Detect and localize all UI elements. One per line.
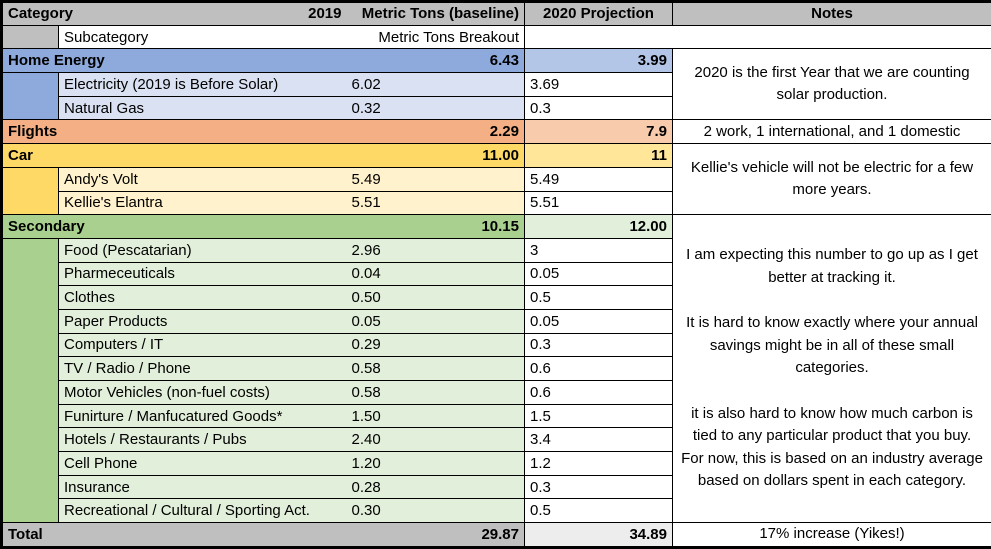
cell-secondary-gutter[interactable]: [2, 238, 59, 522]
cell-subcategory-header[interactable]: Subcategory: [59, 25, 347, 49]
cell-secondary-note[interactable]: I am expecting this number to go up as I…: [673, 215, 991, 523]
total-label: Total: [8, 526, 43, 543]
cell-tv-radio-phone-label[interactable]: TV / Radio / Phone: [59, 357, 347, 381]
cell-natural-gas-baseline[interactable]: 0.32: [347, 96, 525, 120]
cell-flights-title[interactable]: Flights 2.29: [2, 120, 525, 144]
cell-insurance-baseline[interactable]: 0.28: [347, 475, 525, 499]
car-label: Car: [8, 147, 33, 164]
cell-secondary-title[interactable]: Secondary 10.15: [2, 215, 525, 239]
cell-natural-gas-label[interactable]: Natural Gas: [59, 96, 347, 120]
cell-paper-products-label[interactable]: Paper Products: [59, 309, 347, 333]
cell-pharmeceuticals-label[interactable]: Pharmeceuticals: [59, 262, 347, 286]
cell-hotels-label[interactable]: Hotels / Restaurants / Pubs: [59, 428, 347, 452]
secondary-note-paragraph-2: It is hard to know exactly where your an…: [681, 312, 983, 380]
cell-insurance-label[interactable]: Insurance: [59, 475, 347, 499]
cell-cell-phone-projection[interactable]: 1.2: [525, 452, 673, 476]
cell-car-note[interactable]: Kellie's vehicle will not be electric fo…: [673, 144, 991, 215]
secondary-label: Secondary: [8, 218, 85, 235]
cell-breakout-header[interactable]: Metric Tons Breakout: [347, 25, 525, 49]
cell-clothes-baseline[interactable]: 0.50: [347, 286, 525, 310]
secondary-baseline-total: 10.15: [481, 218, 519, 235]
cell-natural-gas-projection[interactable]: 0.3: [525, 96, 673, 120]
secondary-note-paragraph-3: it is also hard to know how much carbon …: [681, 403, 983, 493]
section-row-flights: Flights 2.29 7.9 2 work, 1 international…: [2, 120, 991, 144]
cell-kellies-elantra-label[interactable]: Kellie's Elantra: [59, 191, 347, 215]
cell-total-title[interactable]: Total 29.87: [2, 523, 525, 548]
cell-andys-volt-baseline[interactable]: 5.49: [347, 167, 525, 191]
category-header-label: Category: [8, 5, 73, 22]
cell-motor-vehicles-label[interactable]: Motor Vehicles (non-fuel costs): [59, 381, 347, 405]
cell-furniture-baseline[interactable]: 1.50: [347, 404, 525, 428]
cell-electricity-label[interactable]: Electricity (2019 is Before Solar): [59, 73, 347, 97]
cell-electricity-projection[interactable]: 3.69: [525, 73, 673, 97]
cell-tv-radio-phone-baseline[interactable]: 0.58: [347, 357, 525, 381]
cell-andys-volt-projection[interactable]: 5.49: [525, 167, 673, 191]
cell-hotels-baseline[interactable]: 2.40: [347, 428, 525, 452]
cell-recreational-label[interactable]: Recreational / Cultural / Sporting Act.: [59, 499, 347, 523]
cell-computers-it-baseline[interactable]: 0.29: [347, 333, 525, 357]
cell-furniture-label[interactable]: Funirture / Manfucatured Goods*: [59, 404, 347, 428]
cell-cell-phone-baseline[interactable]: 1.20: [347, 452, 525, 476]
cell-total-projection[interactable]: 34.89: [525, 523, 673, 548]
cell-home-energy-projection[interactable]: 3.99: [525, 49, 673, 73]
car-baseline-total: 11.00: [482, 147, 519, 164]
cell-cell-phone-label[interactable]: Cell Phone: [59, 452, 347, 476]
cell-flights-note[interactable]: 2 work, 1 international, and 1 domestic: [673, 120, 991, 144]
cell-pharmeceuticals-baseline[interactable]: 0.04: [347, 262, 525, 286]
cell-kellies-elantra-projection[interactable]: 5.51: [525, 191, 673, 215]
cell-car-gutter[interactable]: [2, 167, 59, 214]
cell-header-projection[interactable]: 2020 Projection: [525, 2, 673, 26]
home-energy-baseline-total: 6.43: [490, 52, 519, 69]
cell-food-projection[interactable]: 3: [525, 238, 673, 262]
cell-kellies-elantra-baseline[interactable]: 5.51: [347, 191, 525, 215]
cell-recreational-baseline[interactable]: 0.30: [347, 499, 525, 523]
cell-header-baseline[interactable]: Metric Tons (baseline): [347, 2, 525, 26]
cell-motor-vehicles-projection[interactable]: 0.6: [525, 381, 673, 405]
cell-flights-projection[interactable]: 7.9: [525, 120, 673, 144]
cell-computers-it-projection[interactable]: 0.3: [525, 333, 673, 357]
cell-hotels-projection[interactable]: 3.4: [525, 428, 673, 452]
flights-label: Flights: [8, 123, 57, 140]
secondary-note-paragraph-1: I am expecting this number to go up as I…: [681, 244, 983, 289]
cell-car-projection[interactable]: 11: [525, 144, 673, 168]
cell-food-label[interactable]: Food (Pescatarian): [59, 238, 347, 262]
cell-subheader-blank[interactable]: [525, 25, 991, 49]
year-2019-header-label: 2019: [308, 5, 341, 22]
cell-home-energy-title[interactable]: Home Energy 6.43: [2, 49, 525, 73]
section-row-car: Car 11.00 11 Kellie's vehicle will not b…: [2, 144, 991, 168]
cell-computers-it-label[interactable]: Computers / IT: [59, 333, 347, 357]
cell-paper-products-projection[interactable]: 0.05: [525, 309, 673, 333]
cell-clothes-projection[interactable]: 0.5: [525, 286, 673, 310]
cell-car-title[interactable]: Car 11.00: [2, 144, 525, 168]
subheader-row: Subcategory Metric Tons Breakout: [2, 25, 991, 49]
cell-total-note[interactable]: 17% increase (Yikes!): [673, 523, 991, 548]
flights-baseline-total: 2.29: [490, 123, 519, 140]
cell-food-baseline[interactable]: 2.96: [347, 238, 525, 262]
cell-recreational-projection[interactable]: 0.5: [525, 499, 673, 523]
cell-andys-volt-label[interactable]: Andy's Volt: [59, 167, 347, 191]
section-row-secondary: Secondary 10.15 12.00 I am expecting thi…: [2, 215, 991, 239]
cell-electricity-baseline[interactable]: 6.02: [347, 73, 525, 97]
cell-motor-vehicles-baseline[interactable]: 0.58: [347, 381, 525, 405]
cell-home-energy-gutter[interactable]: [2, 73, 59, 120]
cell-gutter-header[interactable]: [2, 25, 59, 49]
cell-clothes-label[interactable]: Clothes: [59, 286, 347, 310]
home-energy-label: Home Energy: [8, 52, 105, 69]
cell-header-category[interactable]: Category 2019: [2, 2, 347, 26]
total-row: Total 29.87 34.89 17% increase (Yikes!): [2, 523, 991, 548]
header-row: Category 2019 Metric Tons (baseline) 202…: [2, 2, 991, 26]
cell-furniture-projection[interactable]: 1.5: [525, 404, 673, 428]
cell-insurance-projection[interactable]: 0.3: [525, 475, 673, 499]
cell-header-notes[interactable]: Notes: [673, 2, 991, 26]
cell-pharmeceuticals-projection[interactable]: 0.05: [525, 262, 673, 286]
cell-home-energy-note[interactable]: 2020 is the first Year that we are count…: [673, 49, 991, 120]
cell-secondary-projection[interactable]: 12.00: [525, 215, 673, 239]
total-baseline: 29.87: [481, 526, 519, 543]
cell-paper-products-baseline[interactable]: 0.05: [347, 309, 525, 333]
cell-tv-radio-phone-projection[interactable]: 0.6: [525, 357, 673, 381]
section-row-home-energy: Home Energy 6.43 3.99 2020 is the first …: [2, 49, 991, 73]
